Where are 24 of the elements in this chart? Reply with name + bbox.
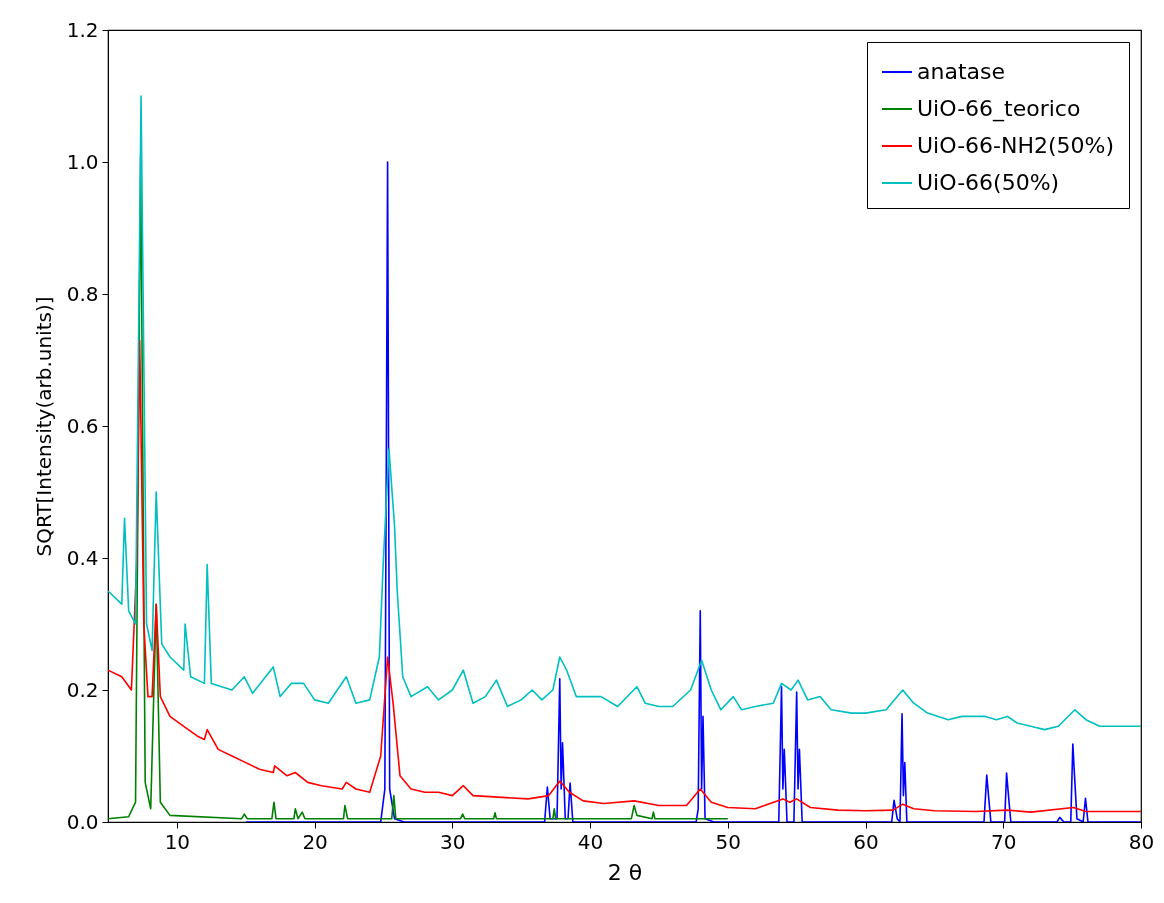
legend-label: UiO-66-NH2(50%) [917, 133, 1115, 158]
x-tick-label: 70 [991, 829, 1017, 854]
y-tick-label: 0.2 [66, 677, 99, 702]
legend-label: UiO-66_teorico [917, 96, 1081, 122]
y-tick-label: 0.0 [66, 809, 99, 834]
y-axis-title: SQRT[Intensity(arb.units)] [31, 296, 56, 557]
y-tick-label: 0.6 [66, 413, 99, 438]
y-tick-label: 0.8 [66, 281, 99, 306]
x-tick-label: 10 [164, 829, 191, 854]
y-tick-label: 1.0 [66, 149, 99, 174]
x-tick-label: 50 [715, 829, 742, 854]
x-tick-label: 60 [853, 829, 879, 854]
legend-label: anatase [917, 59, 1006, 84]
x-tick-label: 30 [440, 829, 466, 854]
x-tick-label: 40 [577, 829, 604, 854]
line-series [108, 95, 1141, 731]
x-tick-label: 80 [1128, 829, 1155, 854]
y-tick-label: 0.4 [66, 545, 99, 570]
x-axis-title: 2 θ [607, 859, 643, 885]
legend-label: UiO-66(50%) [917, 170, 1060, 195]
x-tick-label: 20 [302, 829, 328, 854]
line-series [108, 339, 1141, 813]
line-series [244, 161, 1141, 822]
y-tick-label: 1.2 [66, 17, 99, 42]
